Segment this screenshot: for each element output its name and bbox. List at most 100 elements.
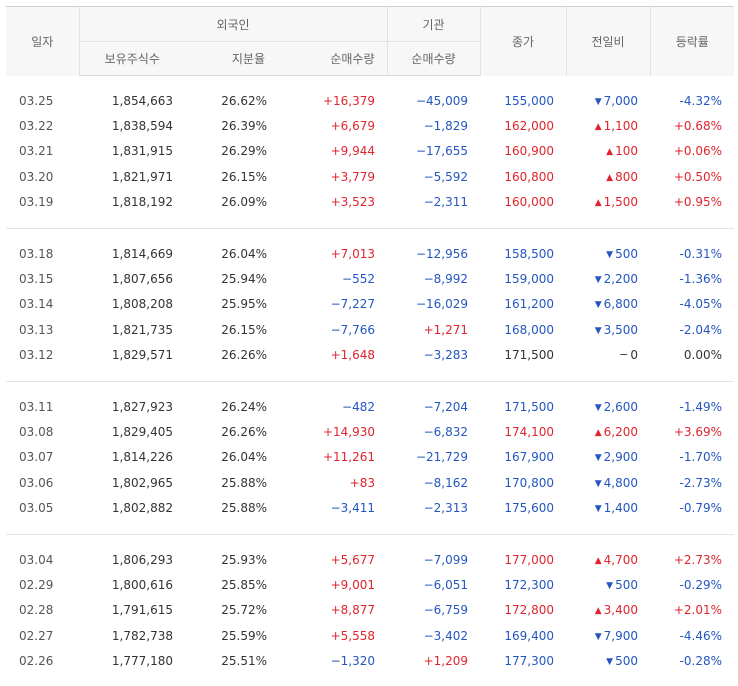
cell-close: 177,300 bbox=[504, 654, 554, 669]
cell-date: 03.14 bbox=[19, 297, 54, 312]
cell-foreign-net: −482 bbox=[342, 399, 375, 414]
table-header: 일자 외국인 기관 종가 전일비 등락률 보유주식수 지분율 순매수량 순매수량 bbox=[6, 6, 734, 76]
cell-close: 168,000 bbox=[504, 322, 554, 337]
cell-foreign-net: +6,679 bbox=[330, 119, 375, 134]
group-divider bbox=[6, 214, 734, 229]
cell-institution-net: −6,051 bbox=[423, 577, 468, 592]
cell-date: 02.28 bbox=[19, 603, 54, 618]
cell-change-value: 500 bbox=[615, 654, 638, 669]
group-divider bbox=[6, 520, 734, 535]
cell-rate: -4.05% bbox=[679, 297, 722, 312]
cell-institution-net: −6,759 bbox=[423, 603, 468, 618]
cell-foreign-holdings: 1,802,882 bbox=[111, 501, 173, 516]
triangle-down-icon: ▼ bbox=[606, 657, 614, 668]
cell-date: 03.20 bbox=[19, 169, 54, 184]
cell-rate: -4.46% bbox=[679, 628, 722, 643]
triangle-up-icon: ▲ bbox=[594, 198, 602, 209]
cell-change-value: 0 bbox=[630, 348, 638, 363]
cell-close: 160,000 bbox=[504, 195, 554, 210]
cell-institution-net: −8,992 bbox=[423, 272, 468, 287]
cell-close: 160,800 bbox=[504, 169, 554, 184]
cell-change: ▼ 500 bbox=[566, 241, 650, 266]
cell-foreign-holdings: 1,802,965 bbox=[111, 475, 173, 490]
cell-change-value: 4,700 bbox=[603, 552, 638, 567]
cell-rate: 0.00% bbox=[683, 348, 722, 363]
cell-foreign-holdings: 1,829,571 bbox=[111, 348, 173, 363]
cell-close: 167,900 bbox=[504, 450, 554, 465]
cell-change-value: 100 bbox=[615, 144, 638, 159]
cell-institution-net: −21,729 bbox=[415, 450, 468, 465]
cell-change: ▼ 500 bbox=[566, 648, 650, 673]
cell-foreign-net: +1,648 bbox=[330, 348, 375, 363]
cell-foreign-holdings: 1,821,735 bbox=[111, 322, 173, 337]
col-header-foreign-net: 순매수량 bbox=[287, 41, 387, 76]
cell-change-value: 6,200 bbox=[603, 424, 638, 439]
cell-foreign-net: +16,379 bbox=[322, 93, 375, 108]
cell-close: 172,800 bbox=[504, 603, 554, 618]
table-row: 03.07 1,814,226 26.04% +11,261 −21,729 167,90… bbox=[6, 445, 734, 470]
cell-foreign-holdings: 1,829,405 bbox=[111, 424, 173, 439]
triangle-down-icon: ▼ bbox=[594, 300, 602, 311]
cell-foreign-ratio: 25.94% bbox=[221, 272, 267, 287]
cell-close: 175,600 bbox=[504, 501, 554, 516]
cell-date: 02.26 bbox=[19, 654, 54, 669]
cell-foreign-ratio: 25.88% bbox=[221, 475, 267, 490]
cell-foreign-net: −1,320 bbox=[330, 654, 375, 669]
cell-foreign-ratio: 25.88% bbox=[221, 501, 267, 516]
cell-change-value: 2,200 bbox=[603, 272, 638, 287]
cell-foreign-net: +11,261 bbox=[322, 450, 375, 465]
cell-foreign-net: +9,001 bbox=[330, 577, 375, 592]
cell-rate: -0.28% bbox=[679, 654, 722, 669]
cell-close: 171,500 bbox=[504, 348, 554, 363]
cell-foreign-net: +9,944 bbox=[330, 144, 375, 159]
cell-rate: -0.79% bbox=[679, 501, 722, 516]
cell-foreign-holdings: 1,782,738 bbox=[111, 628, 173, 643]
cell-foreign-holdings: 1,831,915 bbox=[111, 144, 173, 159]
cell-change: ▼ 4,800 bbox=[566, 470, 650, 495]
cell-foreign-ratio: 26.15% bbox=[221, 169, 267, 184]
cell-rate: +0.06% bbox=[673, 144, 722, 159]
table-row: 03.22 1,838,594 26.39% +6,679 −1,829 162,000 ▲… bbox=[6, 113, 734, 138]
cell-foreign-holdings: 1,818,192 bbox=[111, 195, 173, 210]
cell-foreign-ratio: 26.26% bbox=[221, 348, 267, 363]
cell-change-value: 1,400 bbox=[603, 501, 638, 516]
triangle-down-icon: ▼ bbox=[606, 249, 614, 260]
cell-foreign-ratio: 25.72% bbox=[221, 603, 267, 618]
triangle-down-icon: ▼ bbox=[594, 402, 602, 413]
cell-change: ▼ 1,400 bbox=[566, 495, 650, 520]
table-row: 03.18 1,814,669 26.04% +7,013 −12,956 158,500… bbox=[6, 241, 734, 266]
cell-change-value: 4,800 bbox=[603, 475, 638, 490]
table-row: 03.05 1,802,882 25.88% −3,411 −2,313 175,600 ▼… bbox=[6, 495, 734, 520]
cell-date: 03.05 bbox=[19, 501, 54, 516]
cell-date: 03.11 bbox=[19, 399, 54, 414]
group-spacer bbox=[6, 228, 734, 241]
table-row: 03.21 1,831,915 26.29% +9,944 −17,655 160,900… bbox=[6, 139, 734, 164]
table-row: 03.11 1,827,923 26.24% −482 −7,204 171,500 ▼ 2,… bbox=[6, 394, 734, 419]
cell-change: ▼ 2,600 bbox=[566, 394, 650, 419]
triangle-down-icon: ▼ bbox=[606, 580, 614, 591]
cell-change-value: 2,900 bbox=[603, 450, 638, 465]
cell-change-value: 7,000 bbox=[603, 93, 638, 108]
cell-foreign-holdings: 1,807,656 bbox=[111, 272, 173, 287]
cell-change: ▼ 7,900 bbox=[566, 623, 650, 648]
cell-rate: -0.31% bbox=[679, 246, 722, 261]
cell-foreign-ratio: 26.04% bbox=[221, 450, 267, 465]
table-row: 03.15 1,807,656 25.94% −552 −8,992 159,000 ▼ 2,… bbox=[6, 266, 734, 291]
cell-institution-net: −1,829 bbox=[423, 119, 468, 134]
triangle-up-icon: ▲ bbox=[594, 122, 602, 133]
cell-date: 03.06 bbox=[19, 475, 54, 490]
cell-date: 03.08 bbox=[19, 424, 54, 439]
triangle-up-icon: ▲ bbox=[594, 555, 602, 566]
cell-institution-net: −45,009 bbox=[415, 93, 468, 108]
cell-foreign-net: +5,558 bbox=[330, 628, 375, 643]
triangle-down-icon: ▼ bbox=[594, 504, 602, 515]
cell-date: 03.22 bbox=[19, 119, 54, 134]
cell-foreign-holdings: 1,814,669 bbox=[111, 246, 173, 261]
cell-foreign-net: +7,013 bbox=[330, 246, 375, 261]
col-group-foreign: 외국인 bbox=[78, 6, 387, 42]
group-spacer bbox=[6, 534, 734, 547]
cell-foreign-ratio: 26.15% bbox=[221, 322, 267, 337]
cell-foreign-holdings: 1,800,616 bbox=[111, 577, 173, 592]
cell-foreign-holdings: 1,814,226 bbox=[111, 450, 173, 465]
table-row: 03.13 1,821,735 26.15% −7,766 +1,271 168,000 ▼… bbox=[6, 317, 734, 342]
